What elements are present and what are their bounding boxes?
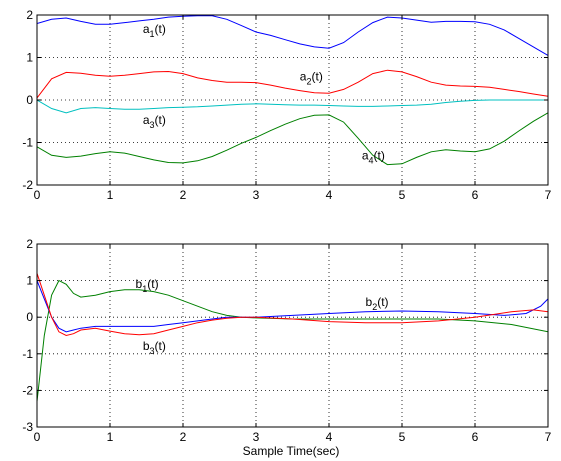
x-tick-label: 1 bbox=[107, 188, 114, 202]
x-tick-label: 0 bbox=[34, 188, 41, 202]
y-tick-label: -1 bbox=[22, 136, 33, 150]
x-tick-label: 6 bbox=[472, 188, 479, 202]
x-tick-label: 0 bbox=[34, 430, 41, 444]
y-tick-label: -2 bbox=[22, 178, 33, 192]
x-tick-label: 2 bbox=[180, 188, 187, 202]
x-tick-label: 1 bbox=[107, 430, 114, 444]
y-tick-label: 0 bbox=[26, 310, 33, 324]
x-tick-label: 5 bbox=[399, 430, 406, 444]
y-tick-label: -3 bbox=[22, 420, 33, 434]
x-tick-label: 4 bbox=[326, 188, 333, 202]
x-tick-label: 6 bbox=[472, 430, 479, 444]
x-tick-label: 5 bbox=[399, 188, 406, 202]
x-tick-label: 2 bbox=[180, 430, 187, 444]
y-tick-label: 0 bbox=[26, 93, 33, 107]
y-tick-label: 1 bbox=[26, 274, 33, 288]
y-tick-label: 2 bbox=[26, 237, 33, 251]
y-tick-label: 2 bbox=[26, 8, 33, 22]
y-tick-label: -1 bbox=[22, 347, 33, 361]
x-tick-label: 3 bbox=[253, 188, 260, 202]
x-tick-label: 3 bbox=[253, 430, 260, 444]
x-tick-label: 4 bbox=[326, 430, 333, 444]
y-tick-label: 1 bbox=[26, 51, 33, 65]
x-axis-label: Sample Time(sec) bbox=[243, 444, 340, 458]
y-tick-label: -2 bbox=[22, 383, 33, 397]
x-tick-label: 7 bbox=[545, 188, 552, 202]
plot-area bbox=[37, 244, 548, 427]
x-tick-label: 7 bbox=[545, 430, 552, 444]
